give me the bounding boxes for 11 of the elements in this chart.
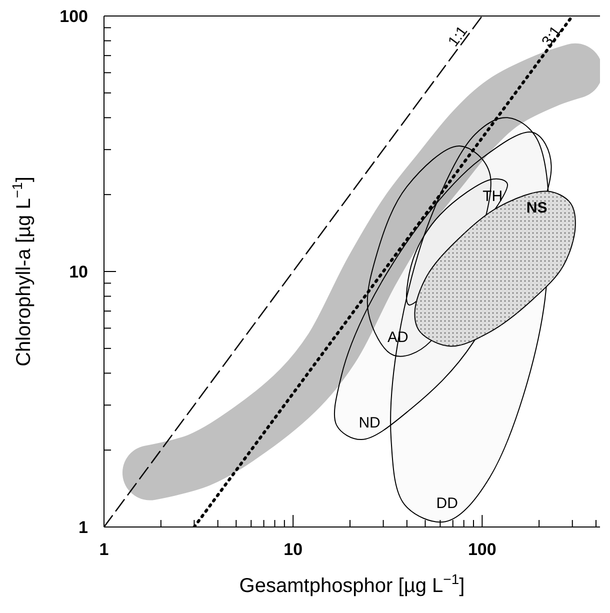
series-label: ND: [358, 414, 381, 432]
x-tick-label: 1: [99, 540, 109, 559]
x-axis-title: Gesamtphosphor [µg L$^{−1}$]: [239, 571, 465, 597]
series-label: NS: [526, 199, 548, 216]
series-label: DD: [436, 494, 458, 512]
annotation: 1:1: [444, 23, 472, 50]
y-tick-label: 1: [78, 518, 88, 537]
x-tick-label: 10: [284, 540, 303, 559]
y-tick-label: 100: [60, 6, 88, 26]
y-tick-label: 10: [69, 262, 88, 282]
x-tick-label: 100: [468, 540, 496, 559]
